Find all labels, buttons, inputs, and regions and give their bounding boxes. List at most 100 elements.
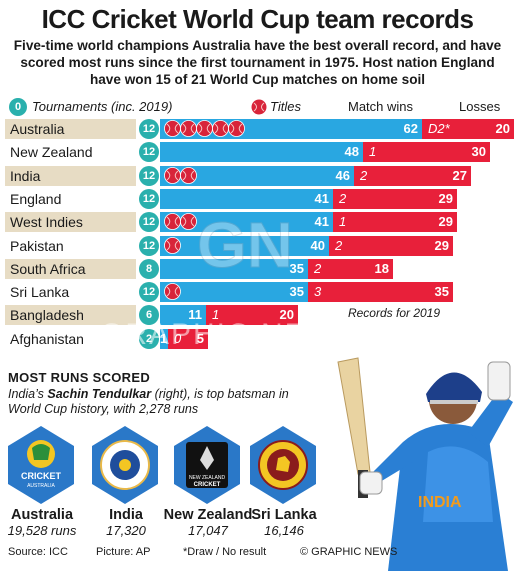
footer-picture: Picture: AP	[96, 546, 151, 558]
most-runs-value-india: 17,320	[106, 523, 146, 538]
tournaments-header: Tournaments (inc. 2019)	[32, 99, 173, 114]
tournaments-badge-bangladesh: 6	[139, 305, 159, 325]
wins-bar-bangladesh: 11	[160, 305, 206, 325]
losses-bar-australia: D2* 20	[422, 119, 514, 139]
losses-label-sri-lanka: 35	[434, 284, 449, 299]
title-ball-icon-australia-4	[212, 120, 229, 137]
title-ball-icon-sri-lanka-1	[164, 283, 181, 300]
losses-label-england: 29	[438, 191, 453, 206]
title-ball-icon-australia-1	[164, 120, 181, 137]
tournaments-badge-england: 12	[139, 189, 159, 209]
australia-logo-text: CRICKET	[21, 471, 62, 481]
row-label-pakistan: Pakistan	[5, 236, 136, 256]
title-ball-icon-west-indies-2	[180, 213, 197, 230]
tournaments-badge-afghanistan: 2	[139, 329, 159, 349]
losses-header: Losses	[459, 99, 501, 114]
wins-bar-afghanistan: 1	[160, 329, 168, 349]
row-label-bangladesh: Bangladesh	[5, 305, 136, 325]
australia-logo-subtext: AUSTRALIA	[27, 483, 55, 489]
titles-header: Titles	[270, 99, 301, 114]
most-runs-team-new-zealand: New Zealand	[163, 507, 253, 523]
tournaments-badge-sri-lanka: 12	[139, 282, 159, 302]
title-ball-icon-pakistan-1	[164, 237, 181, 254]
watermark-text: GRAPHIC NEWS	[100, 318, 360, 351]
most-runs-value-australia: 19,528 runs	[7, 523, 77, 538]
most-runs-team-australia: Australia	[10, 507, 74, 523]
tournaments-badge-australia: 12	[139, 119, 159, 139]
cricket-ball-icon	[251, 99, 267, 115]
most-runs-heading: MOST RUNS SCORED	[8, 370, 151, 385]
most-runs-player-name: Sachin Tendulkar	[47, 387, 152, 401]
losses-bar-pakistan: 2 29	[329, 236, 453, 256]
svg-text:GN: GN	[197, 209, 293, 281]
row-label-sri-lanka: Sri Lanka	[5, 282, 136, 302]
match-wins-header: Match wins	[348, 99, 414, 114]
most-runs-text-post: (right), is top batsman in World Cup his…	[8, 387, 289, 416]
row-label-india: India	[5, 166, 136, 186]
draws-label-india: 2	[360, 168, 368, 183]
footer-copyright: © GRAPHIC NEWS	[300, 546, 398, 558]
wins-bar-india: 46	[160, 166, 354, 186]
losses-label-west-indies: 29	[438, 214, 453, 229]
tournaments-header-badge: 0	[9, 98, 27, 116]
losses-bar-west-indies: 1 29	[333, 212, 457, 232]
australia-cricket-logo: CRICKET AUSTRALIA	[8, 426, 74, 504]
losses-bar-bangladesh: 1 20	[206, 305, 298, 325]
wins-bar-pakistan: 40	[160, 236, 329, 256]
losses-label-new-zealand: 30	[471, 144, 486, 159]
most-runs-team-india: India	[109, 507, 143, 523]
footer-footnote: *Draw / No result	[183, 546, 267, 558]
row-label-australia: Australia	[5, 119, 136, 139]
row-label-south-africa: South Africa	[5, 259, 136, 279]
most-runs-value-sri-lanka: 16,146	[264, 523, 304, 538]
title-ball-icon-australia-2	[180, 120, 197, 137]
draws-label-south-africa: 2	[314, 261, 322, 276]
graphic-news-watermark-logo: GN	[197, 209, 294, 282]
row-label-afghanistan: Afghanistan	[5, 329, 136, 349]
draws-label-west-indies: 1	[339, 214, 347, 229]
draws-label-australia: D2*	[428, 121, 450, 136]
title-ball-icon-australia-5	[228, 120, 245, 137]
sachin-tendulkar-photo: INDIA	[318, 322, 515, 571]
losses-label-afghanistan: 5	[196, 331, 204, 346]
tournaments-badge-west-indies: 12	[139, 212, 159, 232]
draws-label-england: 2	[339, 191, 347, 206]
draws-label-new-zealand: 1	[369, 144, 377, 159]
most-runs-text: India’s Sachin Tendulkar (right), is top…	[8, 387, 308, 417]
losses-bar-india: 2 27	[354, 166, 471, 186]
wins-bar-sri-lanka: 35	[160, 282, 308, 302]
losses-bar-england: 2 29	[333, 189, 457, 209]
losses-label-south-africa: 18	[374, 261, 389, 276]
tournaments-badge-india: 12	[139, 166, 159, 186]
most-runs-value-new-zealand: 17,047	[188, 523, 228, 538]
row-label-england: England	[5, 189, 136, 209]
losses-label-india: 27	[452, 168, 467, 183]
row-label-new-zealand: New Zealand	[5, 142, 136, 162]
losses-bar-new-zealand: 1 30	[363, 142, 490, 162]
tournaments-badge-south-africa: 8	[139, 259, 159, 279]
title-ball-icon-west-indies-1	[164, 213, 181, 230]
wins-bar-england: 41	[160, 189, 333, 209]
india-cricket-logo	[92, 426, 158, 504]
tournaments-badge-new-zealand: 12	[139, 142, 159, 162]
new-zealand-logo-subtext: CRICKET	[194, 482, 221, 488]
title-ball-icon-india-1	[164, 167, 181, 184]
wins-bar-new-zealand: 48	[160, 142, 363, 162]
footer-source: Source: ICC	[8, 546, 68, 558]
svg-text:INDIA: INDIA	[418, 494, 462, 511]
wins-bar-west-indies: 41	[160, 212, 333, 232]
losses-label-australia: 20	[495, 121, 510, 136]
draws-label-afghanistan: 0	[174, 331, 182, 346]
new-zealand-cricket-logo: NEW ZEALAND CRICKET	[174, 426, 240, 504]
losses-label-pakistan: 29	[434, 238, 449, 253]
sri-lanka-cricket-logo	[250, 426, 316, 504]
title-ball-icon-india-2	[180, 167, 197, 184]
losses-bar-south-africa: 2 18	[308, 259, 393, 279]
draws-label-sri-lanka: 3	[314, 284, 322, 299]
title-ball-icon-australia-3	[196, 120, 213, 137]
page-subtitle: Five-time world champions Australia have…	[13, 38, 502, 87]
row-label-west-indies: West Indies	[5, 212, 136, 232]
wins-bar-south-africa: 35	[160, 259, 308, 279]
tournaments-badge-pakistan: 12	[139, 236, 159, 256]
